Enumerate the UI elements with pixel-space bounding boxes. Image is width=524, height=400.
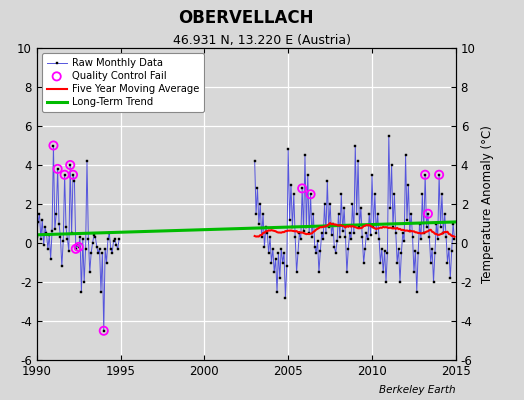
- Raw Monthly Data: [86, 270, 93, 275]
- Quality Control Fail: [49, 142, 58, 149]
- Quality Control Fail: [72, 246, 80, 252]
- Five Year Moving Average: [413, 230, 420, 235]
- Text: 46.931 N, 13.220 E (Austria): 46.931 N, 13.220 E (Austria): [173, 34, 351, 47]
- Five Year Moving Average: [417, 231, 423, 236]
- Legend: Raw Monthly Data, Quality Control Fail, Five Year Moving Average, Long-Term Tren: Raw Monthly Data, Quality Control Fail, …: [42, 53, 204, 112]
- Raw Monthly Data: [56, 221, 62, 226]
- Five Year Moving Average: [281, 230, 287, 234]
- Quality Control Fail: [60, 172, 69, 178]
- Quality Control Fail: [298, 185, 307, 192]
- Raw Monthly Data: [34, 235, 40, 240]
- Raw Monthly Data: [48, 256, 54, 261]
- Raw Monthly Data: [63, 225, 69, 230]
- Quality Control Fail: [53, 166, 62, 172]
- Quality Control Fail: [424, 210, 432, 217]
- Quality Control Fail: [69, 172, 77, 178]
- Raw Monthly Data: [116, 237, 122, 242]
- Quality Control Fail: [307, 191, 315, 198]
- Y-axis label: Temperature Anomaly (°C): Temperature Anomaly (°C): [481, 125, 494, 283]
- Quality Control Fail: [66, 162, 74, 168]
- Five Year Moving Average: [252, 234, 258, 238]
- Title: OBERVELLACH: OBERVELLACH: [179, 9, 314, 27]
- Five Year Moving Average: [451, 234, 457, 239]
- Quality Control Fail: [435, 172, 443, 178]
- Raw Monthly Data: [50, 143, 57, 148]
- Five Year Moving Average: [313, 227, 319, 232]
- Raw Monthly Data: [101, 328, 107, 333]
- Text: Berkeley Earth: Berkeley Earth: [379, 385, 456, 395]
- Five Year Moving Average: [396, 227, 402, 232]
- Quality Control Fail: [421, 172, 429, 178]
- Five Year Moving Average: [266, 228, 272, 233]
- Raw Monthly Data: [59, 264, 65, 269]
- Quality Control Fail: [74, 244, 83, 250]
- Quality Control Fail: [100, 328, 108, 334]
- Raw Monthly Data: [61, 172, 68, 177]
- Line: Five Year Moving Average: Five Year Moving Average: [255, 223, 454, 237]
- Five Year Moving Average: [327, 220, 333, 225]
- Line: Raw Monthly Data: Raw Monthly Data: [35, 144, 121, 332]
